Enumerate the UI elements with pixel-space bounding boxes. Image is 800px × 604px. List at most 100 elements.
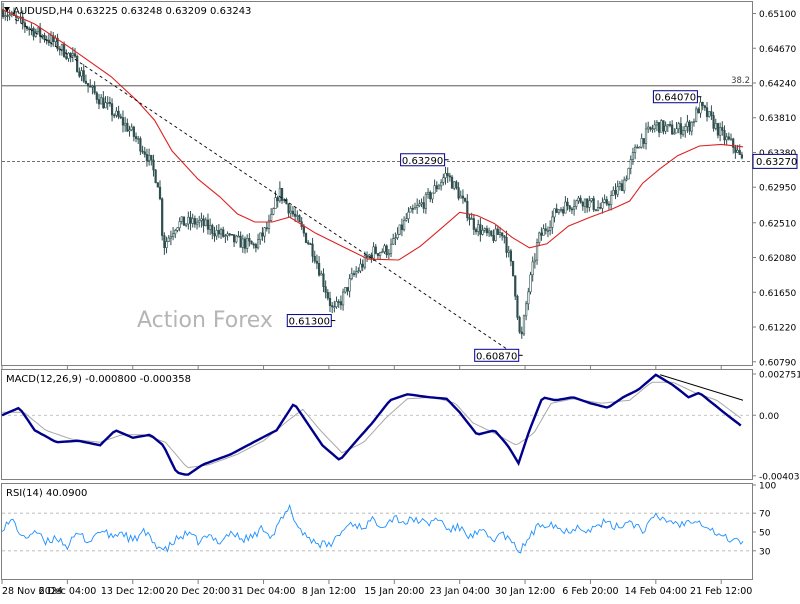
candle-body	[518, 317, 521, 333]
candle-body	[169, 236, 173, 239]
candle-body	[474, 229, 478, 232]
candle-body	[549, 227, 552, 231]
candle-body	[470, 218, 473, 220]
candle	[209, 218, 212, 236]
candle-body	[477, 224, 480, 232]
x-tick-label: 6 Feb 20:00	[562, 586, 618, 597]
candle	[549, 220, 552, 236]
fibonacci-level-label: 38.2	[731, 76, 750, 86]
candle	[668, 121, 672, 128]
candle-body	[171, 233, 175, 237]
candle	[566, 197, 569, 211]
candle-body	[150, 154, 153, 161]
candle	[392, 233, 395, 246]
candle-body	[69, 52, 72, 56]
candle-body	[575, 200, 578, 207]
candle	[647, 121, 650, 133]
candle	[525, 300, 528, 321]
candle-body	[241, 238, 244, 248]
candle	[483, 227, 486, 233]
candle	[389, 238, 393, 258]
candle	[651, 124, 654, 133]
rsi-layer	[1, 503, 752, 554]
candle	[516, 294, 519, 321]
candle-body	[607, 203, 611, 206]
candle-body	[599, 207, 602, 209]
x-tick-label: 13 Dec 12:00	[101, 586, 165, 597]
candlestick-series	[1, 2, 744, 339]
candle	[143, 146, 146, 158]
candle-body	[494, 228, 497, 241]
candle-body	[95, 92, 98, 100]
candle	[169, 230, 173, 246]
y-tick-label: 0.63810	[759, 114, 796, 124]
collapse-triangle-icon[interactable]	[4, 7, 10, 12]
candle	[627, 167, 630, 180]
candle-body	[695, 108, 698, 122]
candle-body	[193, 218, 196, 225]
candle-body	[237, 235, 240, 238]
candle-body	[180, 216, 183, 222]
candle	[564, 196, 567, 214]
candle-body	[400, 224, 404, 231]
candle	[701, 101, 704, 111]
candle	[511, 260, 515, 277]
candle-body	[559, 209, 563, 211]
candle-body	[422, 202, 425, 209]
y-tick-label: 0.64670	[759, 45, 796, 55]
candle-body	[684, 126, 687, 131]
candle	[505, 230, 508, 258]
candle-body	[294, 213, 297, 217]
candle	[322, 268, 325, 293]
candle	[470, 212, 473, 220]
candle-body	[511, 260, 515, 277]
candle-body	[481, 229, 484, 235]
candle-body	[328, 297, 332, 306]
candle-body	[407, 211, 410, 220]
candle-body	[701, 101, 704, 107]
candle-body	[529, 274, 532, 293]
candle	[616, 180, 619, 198]
candle	[311, 237, 314, 263]
current-price-box	[752, 153, 798, 169]
candle	[8, 9, 11, 21]
candle-body	[47, 39, 50, 43]
candle	[396, 227, 399, 240]
candle	[252, 242, 255, 249]
candle-body	[339, 301, 342, 306]
x-tick-label: 20 Dec 20:00	[166, 586, 230, 597]
candle	[139, 136, 142, 155]
candle-body	[158, 186, 162, 200]
candle	[174, 228, 177, 239]
candle-body	[542, 228, 545, 236]
candle-body	[505, 237, 508, 253]
candle	[490, 230, 493, 237]
candle-body	[274, 197, 277, 209]
candle-body	[692, 121, 696, 123]
candle-body	[167, 237, 170, 242]
candle-body	[337, 301, 340, 303]
candle	[137, 135, 140, 145]
candle	[590, 198, 593, 203]
candle-body	[468, 217, 471, 220]
candle-body	[289, 210, 292, 214]
candle-body	[435, 185, 438, 190]
candle-body	[601, 202, 604, 209]
macd-divergence-line	[660, 374, 744, 401]
candle-body	[84, 80, 88, 84]
candle	[474, 227, 478, 235]
candle	[433, 179, 436, 194]
candle	[481, 224, 484, 236]
candle	[714, 118, 717, 131]
candle	[335, 296, 338, 309]
candle	[570, 206, 574, 215]
candle-body	[453, 181, 456, 189]
candle-body	[522, 315, 526, 335]
candle	[204, 217, 207, 227]
candle	[352, 270, 356, 277]
candle	[712, 111, 715, 132]
candle	[102, 91, 105, 109]
candle-body	[525, 303, 528, 317]
candle	[599, 202, 602, 210]
candle	[222, 226, 225, 238]
